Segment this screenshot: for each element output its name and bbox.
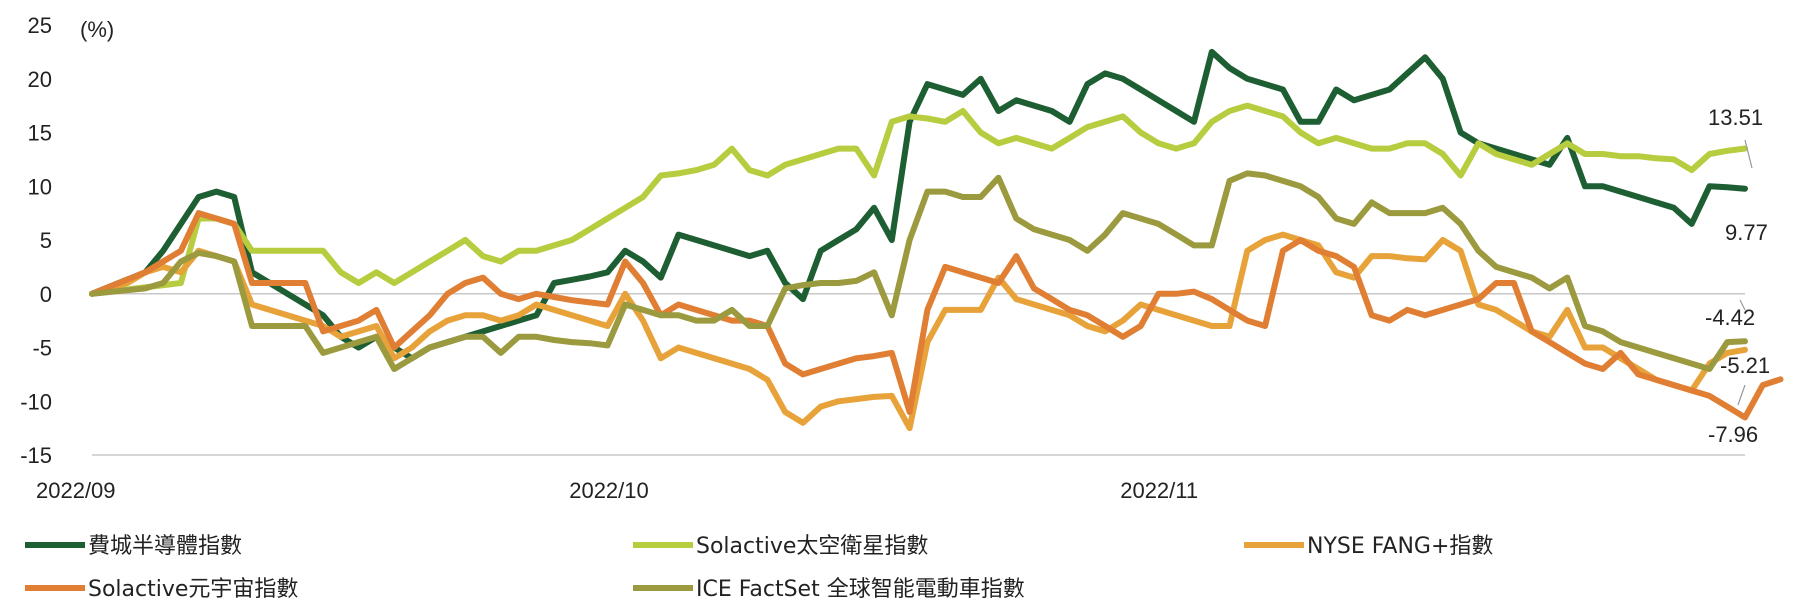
x-tick-label: 2022/11 [1120, 478, 1198, 503]
legend: 費城半導體指數 Solactive太空衛星指數 NYSE FANG+指數 Solact… [25, 534, 1493, 602]
y-tick-label: 25 [28, 13, 52, 38]
x-tick-label: 2022/09 [36, 478, 116, 503]
y-tick-label: -5 [32, 336, 52, 361]
legend-label: 費城半導體指數 [88, 534, 242, 559]
end-value-label: -4.42 [1705, 305, 1755, 330]
series-line-2 [89, 102, 1748, 297]
x-axis: 2022/09 2022/10 2022/11 [36, 478, 1198, 503]
legend-label: ICE FactSet 全球智能電動車指數 [696, 577, 1025, 602]
end-value-label: 13.51 [1708, 105, 1763, 130]
end-value-label: 9.77 [1725, 220, 1768, 245]
series-line-4 [89, 210, 1784, 421]
y-tick-label: 0 [40, 282, 52, 307]
series-line-3 [89, 231, 1748, 432]
legend-label: Solactive元宇宙指數 [88, 577, 298, 602]
y-tick-label: -10 [20, 389, 52, 414]
end-value-labels: 13.51 9.77 -4.42 -5.21 -7.96 [1705, 105, 1770, 447]
y-tick-label: -15 [20, 443, 52, 468]
y-axis: 25 20 15 10 5 0 -5 -10 -15 [20, 13, 52, 468]
end-label-leader [1737, 384, 1746, 406]
end-value-label: -7.96 [1708, 422, 1758, 447]
series-layer [89, 48, 1784, 432]
end-label-leader [1739, 299, 1746, 311]
y-tick-label: 15 [28, 121, 52, 146]
series-line-5 [89, 170, 1748, 372]
x-tick-label: 2022/10 [569, 478, 649, 503]
end-value-label: -5.21 [1720, 353, 1770, 378]
legend-label: Solactive太空衛星指數 [696, 534, 928, 559]
y-tick-label: 10 [28, 174, 52, 199]
y-axis-unit-label: (%) [80, 17, 114, 42]
y-tick-label: 20 [28, 67, 52, 92]
legend-label: NYSE FANG+指數 [1307, 534, 1493, 559]
end-label-leader [1744, 139, 1753, 169]
y-tick-label: 5 [40, 228, 52, 253]
